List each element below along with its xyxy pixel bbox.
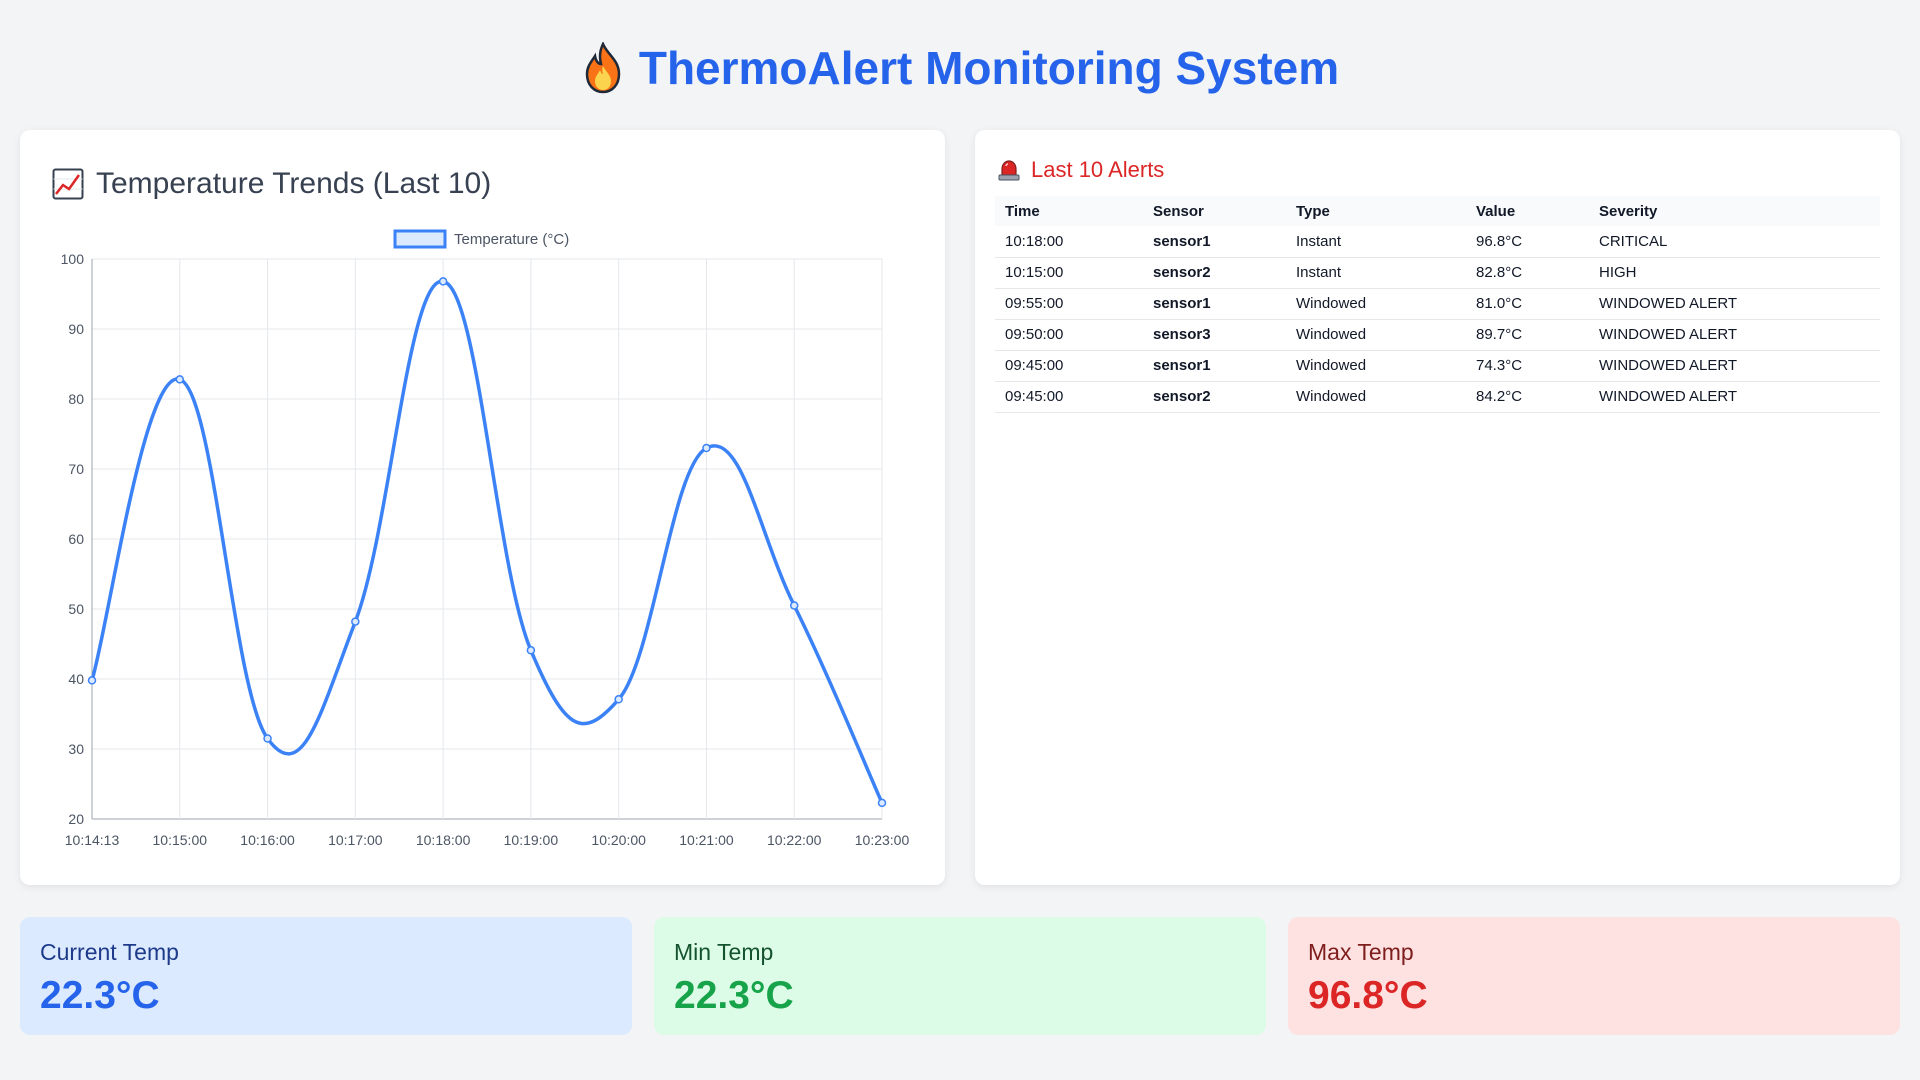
cell-severity: WINDOWED ALERT	[1589, 381, 1880, 413]
y-tick-label: 100	[61, 251, 85, 267]
min-temp-label: Min Temp	[674, 939, 774, 965]
chart-increasing-icon	[52, 168, 84, 200]
y-tick-label: 90	[68, 321, 84, 337]
data-point	[614, 695, 623, 704]
cell-value: 81.0°C	[1466, 288, 1589, 320]
table-row: 10:18:00 sensor1 Instant 96.8°C CRITICAL	[995, 226, 1880, 258]
column-header-sensor: Sensor	[1143, 196, 1286, 226]
cell-sensor: sensor2	[1143, 257, 1286, 289]
page-header: ThermoAlert Monitoring System	[0, 38, 1920, 98]
page-title: ThermoAlert Monitoring System	[638, 42, 1340, 94]
cell-type: Instant	[1286, 226, 1466, 258]
legend-swatch	[393, 229, 447, 249]
current-temp-card: Current Temp 22.3°C	[20, 917, 632, 1035]
cell-type: Windowed	[1286, 350, 1466, 382]
alerts-card: Last 10 Alerts Time Sensor Type Value Se…	[975, 130, 1900, 885]
temperature-series-line	[90, 279, 884, 804]
alerts-table-header: Time Sensor Type Value Severity	[995, 196, 1880, 226]
data-point	[351, 617, 360, 626]
y-tick-label: 20	[68, 811, 84, 827]
y-tick-label: 30	[68, 741, 84, 757]
cell-type: Windowed	[1286, 381, 1466, 413]
column-header-time: Time	[995, 196, 1143, 226]
cell-severity: WINDOWED ALERT	[1589, 350, 1880, 382]
y-tick-label: 50	[68, 601, 84, 617]
data-point	[175, 375, 185, 384]
y-tick-label: 80	[68, 391, 84, 407]
data-point	[526, 646, 536, 655]
cell-time: 10:15:00	[995, 257, 1143, 289]
cell-time: 09:45:00	[995, 381, 1143, 413]
temperature-line-chart: 20 30 40 50 60 70 80 90 100 10:14:13 10:15:00 10:16…	[61, 229, 910, 848]
x-tick-label: 10:23:00	[855, 832, 910, 848]
data-point	[702, 443, 711, 453]
min-temp-value: 22.3°C	[674, 974, 794, 1017]
siren-icon	[998, 160, 1020, 181]
table-row: 09:55:00 sensor1 Windowed 81.0°C WINDOWE…	[995, 288, 1880, 320]
table-row: 09:45:00 sensor1 Windowed 74.3°C WINDOWE…	[995, 350, 1880, 382]
x-tick-label: 10:19:00	[504, 832, 559, 848]
cell-time: 09:50:00	[995, 319, 1143, 351]
column-header-severity: Severity	[1589, 196, 1880, 226]
x-tick-label: 10:17:00	[328, 832, 383, 848]
cell-value: 96.8°C	[1466, 226, 1589, 258]
y-tick-label: 60	[68, 531, 84, 547]
alerts-panel-title: Last 10 Alerts	[1031, 157, 1165, 182]
current-temp-label: Current Temp	[40, 939, 179, 965]
max-temp-card: Max Temp 96.8°C	[1288, 917, 1900, 1035]
chart-panel-title: Temperature Trends (Last 10)	[96, 167, 492, 200]
cell-time: 10:18:00	[995, 226, 1143, 258]
data-point	[789, 601, 799, 610]
x-tick-label: 10:15:00	[153, 832, 208, 848]
cell-value: 74.3°C	[1466, 350, 1589, 382]
chart-panel-header: Temperature Trends (Last 10)	[52, 164, 491, 204]
data-point	[87, 676, 97, 685]
x-tick-label: 10:22:00	[767, 832, 822, 848]
data-point	[877, 798, 887, 808]
table-row: 09:50:00 sensor3 Windowed 89.7°C WINDOWE…	[995, 319, 1880, 351]
x-tick-label: 10:20:00	[591, 832, 646, 848]
cell-time: 09:45:00	[995, 350, 1143, 382]
fire-icon	[585, 42, 621, 94]
max-temp-value: 96.8°C	[1308, 974, 1428, 1017]
cell-sensor: sensor1	[1143, 226, 1286, 258]
current-temp-value: 22.3°C	[40, 974, 160, 1017]
x-tick-label: 10:16:00	[240, 832, 295, 848]
data-point	[438, 277, 448, 286]
cell-type: Windowed	[1286, 319, 1466, 351]
cell-type: Instant	[1286, 257, 1466, 289]
cell-value: 89.7°C	[1466, 319, 1589, 351]
cell-severity: WINDOWED ALERT	[1589, 288, 1880, 320]
cell-sensor: sensor1	[1143, 288, 1286, 320]
cell-severity: HIGH	[1589, 257, 1880, 289]
column-header-type: Type	[1286, 196, 1466, 226]
cell-time: 09:55:00	[995, 288, 1143, 320]
cell-sensor: sensor3	[1143, 319, 1286, 351]
x-tick-label: 10:14:13	[65, 832, 120, 848]
table-row: 10:15:00 sensor2 Instant 82.8°C HIGH	[995, 257, 1880, 289]
min-temp-card: Min Temp 22.3°C	[654, 917, 1266, 1035]
temperature-chart-card: Temperature Trends (Last 10) 20 30 40 50 60 7…	[20, 130, 945, 885]
x-tick-label: 10:18:00	[416, 832, 471, 848]
max-temp-label: Max Temp	[1308, 939, 1414, 965]
alerts-panel-header: Last 10 Alerts	[997, 154, 1164, 186]
legend-label: Temperature (°C)	[454, 231, 569, 248]
x-tick-label: 10:21:00	[679, 832, 734, 848]
cell-value: 84.2°C	[1466, 381, 1589, 413]
cell-type: Windowed	[1286, 288, 1466, 320]
y-tick-label: 40	[68, 671, 84, 687]
cell-value: 82.8°C	[1466, 257, 1589, 289]
table-row: 09:45:00 sensor2 Windowed 84.2°C WINDOWE…	[995, 381, 1880, 413]
column-header-value: Value	[1466, 196, 1589, 226]
cell-sensor: sensor2	[1143, 381, 1286, 413]
cell-severity: CRITICAL	[1589, 226, 1880, 258]
y-tick-label: 70	[68, 461, 84, 477]
data-point	[263, 734, 272, 743]
cell-severity: WINDOWED ALERT	[1589, 319, 1880, 351]
cell-sensor: sensor1	[1143, 350, 1286, 382]
alerts-table: Time Sensor Type Value Severity 10:18:00…	[995, 196, 1880, 413]
